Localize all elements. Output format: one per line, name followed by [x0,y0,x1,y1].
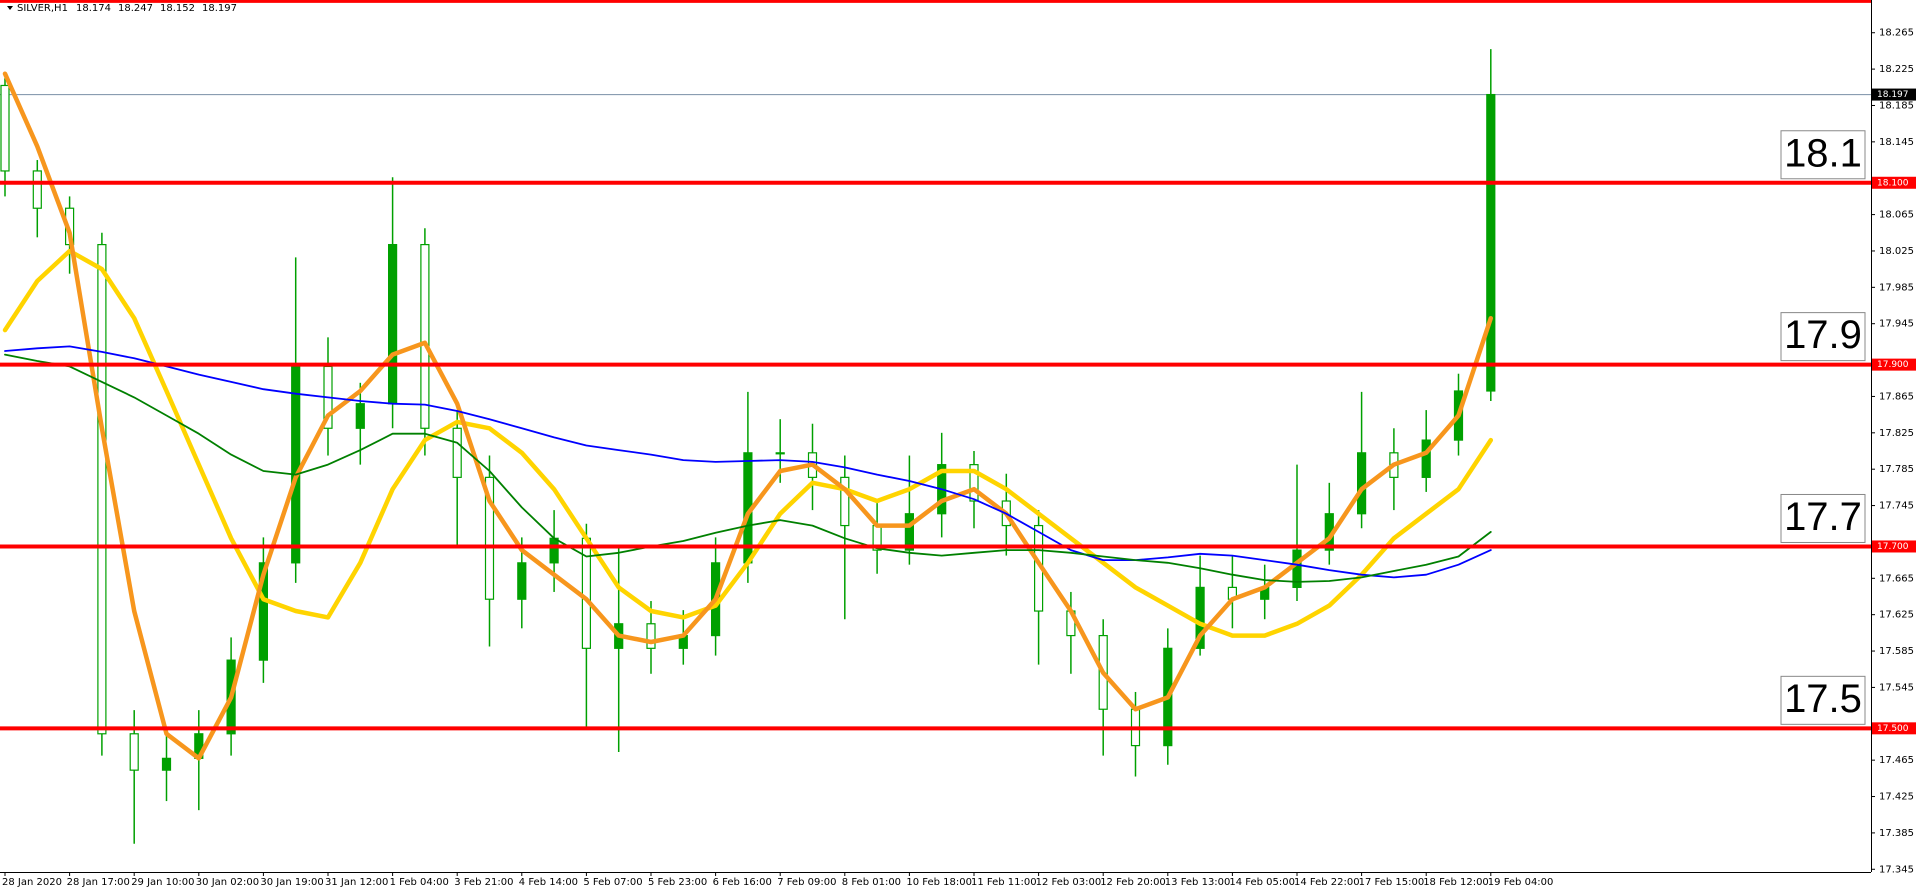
candle-body [969,464,979,502]
candle-body [484,476,495,600]
ohlc-value: 18.197 [202,3,237,14]
candle-body [517,562,527,600]
y-tick-label: 17.825 [1879,428,1914,439]
y-tick-label: 17.945 [1879,319,1914,330]
level-box [1780,130,1866,180]
y-tick-label: 17.865 [1879,391,1914,402]
candle-body [129,733,139,771]
x-tick-label: 19 Feb 04:00 [1488,877,1554,888]
ohlc-value: 18.247 [118,3,153,14]
level-axis-label: 18.100 [1877,178,1909,188]
y-tick-label: 18.225 [1879,64,1914,75]
candle-body [388,243,398,405]
x-tick-label: 7 Feb 09:00 [777,877,836,888]
level-box [1780,675,1866,725]
x-tick-label: 12 Feb 20:00 [1100,877,1166,888]
x-tick-label: 5 Feb 07:00 [583,877,642,888]
candle-body [258,562,268,661]
y-tick-label: 17.785 [1879,464,1914,475]
x-tick-label: 4 Feb 14:00 [519,877,578,888]
y-tick-label: 17.985 [1879,282,1914,293]
y-tick-label: 17.385 [1879,828,1914,839]
x-tick-label: 29 Jan 10:00 [131,877,194,888]
candle-body [1356,452,1367,515]
level-axis-label-bg [1872,540,1916,553]
level-box-text: 18.1 [1784,131,1862,175]
x-tick-label: 31 Jan 12:00 [325,877,388,888]
candle-body [1486,93,1496,392]
candle-body [420,243,430,429]
candle-body [291,365,301,564]
x-tick-label: 11 Feb 11:00 [971,877,1037,888]
x-tick-label: 8 Feb 01:00 [842,877,901,888]
x-tick-label: 10 Feb 18:00 [906,877,972,888]
candle-body [775,452,785,455]
level-box [1780,493,1866,543]
x-tick-label: 12 Feb 03:00 [1036,877,1102,888]
level-axis-label: 17.700 [1877,542,1909,552]
level-axis-label-bg [1872,176,1916,189]
moving-average-line [2,248,1494,638]
y-tick-label: 17.585 [1879,646,1914,657]
ohlc-value: 18.152 [160,3,195,14]
moving-average-line [4,345,1492,579]
candle-body [32,170,42,209]
level-axis-label-bg [1872,722,1916,735]
current-price-label-bg [1872,88,1916,101]
x-tick-label: 3 Feb 21:00 [454,877,513,888]
candle-body [161,757,172,771]
y-tick-label: 18.145 [1879,137,1914,148]
x-tick-label: 17 Feb 15:00 [1359,877,1425,888]
candle-body [1421,439,1431,478]
y-tick-label: 18.185 [1879,100,1914,111]
candle-body [97,243,107,735]
y-tick-label: 17.345 [1879,864,1914,875]
y-tick-label: 17.665 [1879,573,1914,584]
y-tick-label: 17.425 [1879,792,1914,803]
candle-body [1195,586,1205,649]
x-tick-label: 5 Feb 23:00 [648,877,707,888]
level-axis-label: 17.500 [1877,724,1909,734]
y-tick-label: 17.745 [1879,501,1914,512]
candle-body [840,476,850,527]
level-axis-label: 17.900 [1877,360,1909,370]
ohlc-value: 18.174 [76,3,111,14]
candle-body [452,427,462,478]
y-tick-label: 18.265 [1879,28,1914,39]
x-tick-label: 18 Feb 12:00 [1423,877,1489,888]
moving-average-line [4,353,1492,583]
level-box-text: 17.9 [1784,313,1862,357]
symbol-title: SILVER,H1 [17,3,68,14]
candle-body [646,623,656,649]
level-box-text: 17.5 [1784,677,1862,721]
y-tick-label: 18.025 [1879,246,1914,257]
current-price-label: 18.197 [1877,90,1909,100]
candle-body [1292,549,1302,588]
x-tick-label: 6 Feb 16:00 [713,877,772,888]
candle-body [904,513,915,551]
menu-arrow[interactable] [7,6,13,10]
candle-body [355,403,365,429]
y-tick-label: 17.625 [1879,610,1914,621]
x-tick-label: 28 Jan 17:00 [67,877,130,888]
y-tick-label: 17.465 [1879,755,1914,766]
candle-body [0,84,10,172]
y-tick-label: 17.545 [1879,682,1914,693]
x-tick-label: 13 Feb 13:00 [1165,877,1231,888]
x-tick-label: 1 Feb 04:00 [390,877,449,888]
level-axis-label-bg [1872,358,1916,371]
y-tick-label: 18.065 [1879,210,1914,221]
x-tick-label: 28 Jan 2020 [2,877,62,888]
moving-average-line [2,71,1494,761]
x-tick-label: 14 Feb 22:00 [1294,877,1360,888]
x-tick-label: 30 Jan 02:00 [196,877,259,888]
x-tick-label: 30 Jan 19:00 [260,877,323,888]
x-tick-label: 14 Feb 05:00 [1229,877,1295,888]
level-box [1780,312,1866,362]
candle-body [549,537,559,564]
level-box-text: 17.7 [1784,495,1862,539]
